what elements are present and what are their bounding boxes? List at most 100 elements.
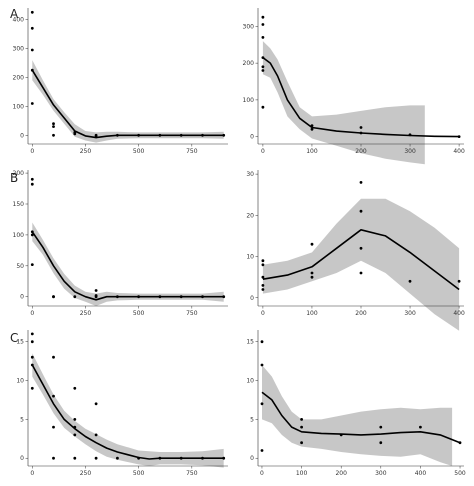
data-point — [201, 456, 204, 460]
fit-line — [31, 364, 224, 460]
data-point — [261, 259, 265, 263]
y-tick-label: 300 — [243, 23, 255, 30]
data-point — [116, 295, 119, 299]
data-point — [73, 418, 77, 421]
data-point — [52, 355, 55, 359]
y-tick-label: 0 — [20, 132, 24, 139]
x-tick-label: 500 — [133, 310, 145, 317]
x-tick-label: 100 — [306, 310, 318, 317]
data-point — [116, 133, 119, 137]
data-point — [261, 56, 265, 59]
data-point — [310, 127, 314, 131]
confidence-band — [32, 222, 224, 306]
data-point — [52, 125, 55, 128]
data-point — [52, 122, 55, 126]
confidence-band — [262, 41, 425, 165]
x-tick-label: 500 — [454, 470, 466, 477]
data-point — [261, 275, 265, 279]
data-point — [222, 133, 226, 137]
data-point — [94, 456, 98, 460]
data-point — [52, 394, 55, 398]
data-point — [261, 23, 265, 26]
data-point — [30, 263, 34, 266]
data-point — [261, 15, 265, 19]
x-tick-label: 200 — [335, 470, 347, 477]
data-point — [408, 133, 412, 137]
x-tick-label: 500 — [133, 470, 145, 477]
data-point — [116, 456, 119, 460]
data-point — [300, 441, 303, 445]
y-tick-label: 200 — [13, 74, 25, 81]
data-point — [379, 425, 383, 429]
y-tick-label: 15 — [16, 339, 24, 346]
y-tick-label: 300 — [13, 46, 25, 53]
data-point — [30, 363, 34, 367]
data-point — [359, 246, 363, 250]
panel-label: A — [10, 7, 19, 21]
data-point — [408, 279, 412, 283]
panel-label: B — [10, 171, 18, 185]
data-point — [201, 295, 204, 299]
x-tick-label: 300 — [404, 148, 416, 155]
y-tick-label: 200 — [13, 170, 25, 177]
x-tick-label: 0 — [30, 148, 34, 155]
y-tick-label: 10 — [16, 378, 24, 385]
x-tick-label: 100 — [296, 470, 308, 477]
data-point — [222, 295, 226, 299]
x-tick-label: 250 — [80, 470, 92, 477]
data-point — [30, 233, 34, 237]
data-point — [137, 456, 141, 460]
data-point — [261, 69, 265, 72]
data-point — [158, 456, 162, 460]
data-point — [310, 124, 314, 127]
confidence-band — [262, 365, 453, 466]
x-tick-label: 400 — [453, 310, 465, 317]
data-point — [359, 209, 363, 213]
data-point — [359, 126, 363, 129]
data-point — [30, 177, 34, 181]
data-point — [359, 271, 363, 275]
data-point — [260, 340, 264, 344]
data-point — [94, 402, 98, 406]
data-point — [201, 133, 204, 137]
data-point — [30, 355, 34, 359]
y-tick-label: 0 — [250, 295, 254, 302]
data-point — [30, 26, 34, 30]
data-point — [158, 133, 162, 137]
data-point — [261, 65, 265, 69]
data-point — [30, 340, 34, 344]
data-point — [419, 425, 422, 429]
data-point — [30, 10, 34, 14]
panel-6: 0 100 200 300 400 500 0 5 10 15 — [246, 330, 466, 477]
x-tick-label: 400 — [453, 148, 465, 155]
data-point — [30, 182, 34, 186]
fit-line — [31, 231, 224, 301]
x-tick-label: 0 — [260, 470, 264, 477]
y-tick-label: 20 — [246, 212, 254, 219]
data-point — [94, 289, 98, 292]
x-tick-label: 300 — [404, 310, 416, 317]
data-point — [222, 456, 226, 460]
y-tick-label: 10 — [246, 378, 254, 385]
panel-5: 0 250 500 750 0 5 10 15C — [10, 330, 228, 477]
data-point — [179, 295, 183, 299]
data-point — [94, 133, 98, 137]
data-point — [52, 456, 55, 460]
y-tick-label: 10 — [246, 254, 254, 261]
y-tick-label: 100 — [243, 97, 255, 104]
panel-2: 0 100 200 300 400 0 100 200 300 — [243, 8, 465, 165]
y-tick-label: 15 — [246, 339, 254, 346]
data-point — [94, 433, 98, 437]
data-point — [73, 295, 77, 299]
data-point — [458, 441, 462, 445]
x-tick-label: 0 — [30, 310, 34, 317]
data-point — [137, 295, 141, 299]
data-point — [310, 271, 314, 275]
x-tick-label: 200 — [355, 310, 367, 317]
x-tick-label: 750 — [186, 310, 198, 317]
data-point — [30, 48, 34, 52]
y-tick-label: 0 — [250, 455, 254, 462]
x-tick-label: 100 — [306, 148, 318, 155]
data-point — [73, 433, 77, 437]
